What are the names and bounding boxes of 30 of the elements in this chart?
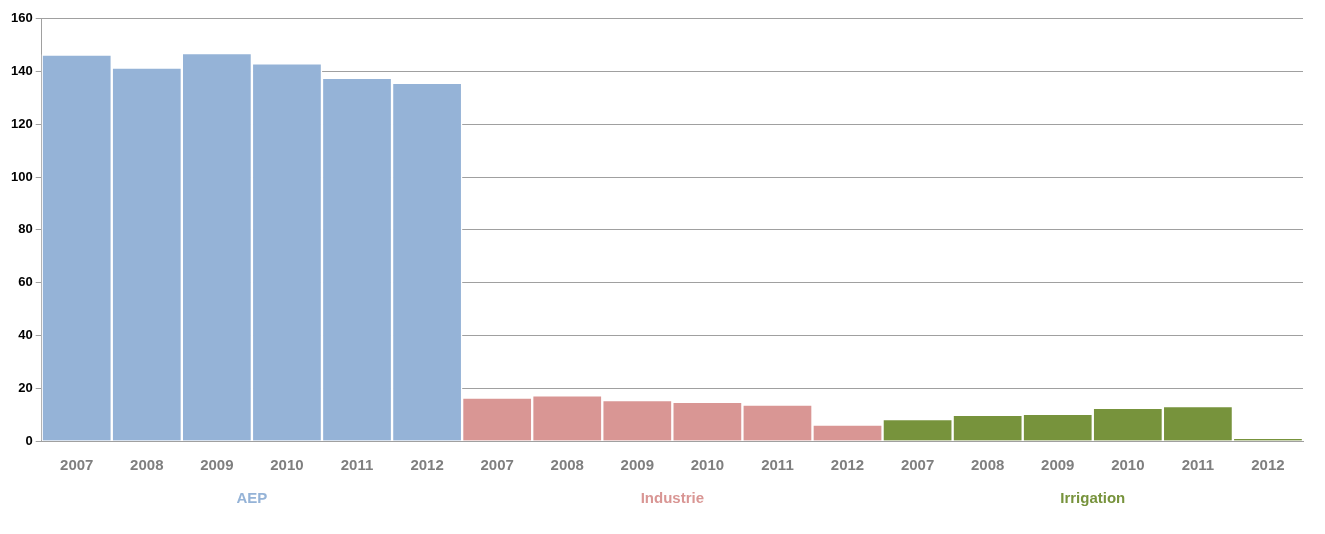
x-tick-label: 2011 bbox=[1181, 456, 1215, 474]
x-tick-label: 2010 bbox=[690, 456, 725, 474]
y-tick-label: 140 bbox=[10, 63, 33, 79]
y-tick-label: 80 bbox=[18, 221, 33, 237]
y-tick-label: 60 bbox=[18, 274, 33, 290]
x-tick-label: 2008 bbox=[550, 456, 584, 474]
x-tick-label: 2007 bbox=[900, 456, 935, 474]
y-tick-label: 40 bbox=[18, 327, 33, 343]
x-tick-label: 2007 bbox=[480, 456, 514, 474]
x-tick-label: 2008 bbox=[130, 456, 164, 474]
y-tick-label: 160 bbox=[10, 10, 33, 26]
y-tick-label: 20 bbox=[18, 379, 33, 395]
text: Irrigation bbox=[1060, 489, 1126, 507]
x-tick-label: 2012 bbox=[410, 456, 444, 474]
x-tick-label: 2010 bbox=[270, 456, 304, 474]
x-tick-label: 2007 bbox=[60, 456, 94, 474]
x-tick-label: 2012 bbox=[830, 456, 865, 474]
x-tick-label: 2009 bbox=[620, 456, 654, 474]
x-tick-label: 2012 bbox=[1251, 456, 1285, 474]
x-tick-label: 2009 bbox=[200, 456, 234, 474]
x-tick-label: 2010 bbox=[1111, 456, 1145, 474]
x-tick-label: 2011 bbox=[761, 456, 794, 474]
x-tick-label: 2008 bbox=[970, 456, 1005, 474]
text: AEP bbox=[236, 489, 268, 507]
x-tick-label: 2011 bbox=[340, 456, 374, 474]
y-tick-label: 100 bbox=[10, 168, 33, 184]
y-tick-label: 0 bbox=[25, 432, 33, 448]
y-tick-label: 120 bbox=[10, 115, 33, 131]
text: Industrie bbox=[640, 489, 705, 507]
x-tick-label: 2009 bbox=[1041, 456, 1075, 474]
